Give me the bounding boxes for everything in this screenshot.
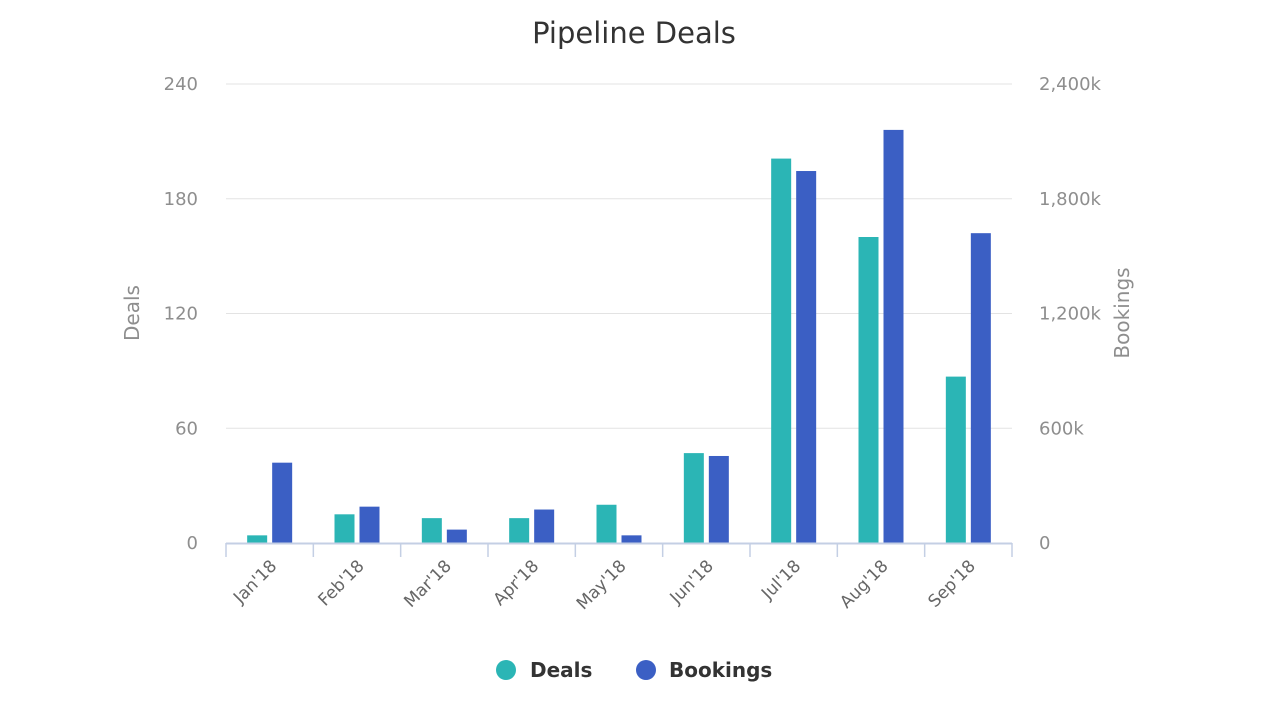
x-axis xyxy=(225,542,1013,557)
bar-bookings-4[interactable] xyxy=(621,535,642,543)
x-tick-label: Apr'18 xyxy=(490,556,544,610)
x-tick-label: Jan'18 xyxy=(229,556,281,608)
x-tick-label: Mar'18 xyxy=(400,556,455,611)
left-tick-label: 240 xyxy=(164,74,198,95)
right-tick-label: 600k xyxy=(1039,418,1084,439)
bar-bookings-6[interactable] xyxy=(796,171,817,544)
x-tick-label: Jul'18 xyxy=(757,556,805,604)
bar-deals-2[interactable] xyxy=(421,518,442,543)
legend-deals-label: Deals xyxy=(530,658,592,682)
bar-bookings-1[interactable] xyxy=(359,506,380,543)
gridlines xyxy=(226,83,1012,429)
bar-bookings-2[interactable] xyxy=(446,529,467,543)
right-tick-label: 2,400k xyxy=(1039,74,1102,95)
bar-bookings-7[interactable] xyxy=(883,129,904,543)
right-tick-label: 1,200k xyxy=(1039,304,1102,325)
left-tick-label: 120 xyxy=(164,304,198,325)
x-tick-label: Sep'18 xyxy=(924,556,979,611)
left-tick-label: 180 xyxy=(164,189,198,210)
x-tick-label: Jun'18 xyxy=(666,556,718,608)
bar-deals-8[interactable] xyxy=(945,376,966,543)
x-tick-label: Feb'18 xyxy=(315,556,369,610)
bar-bookings-5[interactable] xyxy=(708,455,729,543)
bar-deals-5[interactable] xyxy=(683,453,704,543)
right-axis-title: Bookings xyxy=(1110,267,1134,358)
legend-bookings-marker xyxy=(636,660,656,680)
bar-bookings-0[interactable] xyxy=(272,462,293,543)
chart-title: Pipeline Deals xyxy=(532,16,736,50)
left-tick-label: 0 xyxy=(187,533,198,554)
bar-deals-3[interactable] xyxy=(509,518,530,543)
bars xyxy=(247,129,991,544)
left-axis-ticks: 0 60 120 180 240 xyxy=(164,74,198,554)
legend: Deals Bookings xyxy=(496,658,772,682)
x-tick-label: Aug'18 xyxy=(836,556,892,612)
bar-deals-0[interactable] xyxy=(247,535,268,543)
bar-deals-4[interactable] xyxy=(596,504,617,543)
bar-deals-6[interactable] xyxy=(771,158,792,543)
legend-item-bookings[interactable]: Bookings xyxy=(636,658,772,682)
bar-bookings-3[interactable] xyxy=(534,509,555,543)
right-tick-label: 0 xyxy=(1039,533,1050,554)
bar-deals-7[interactable] xyxy=(858,237,879,543)
legend-item-deals[interactable]: Deals xyxy=(496,658,592,682)
bar-deals-1[interactable] xyxy=(334,514,355,543)
legend-bookings-label: Bookings xyxy=(669,658,772,682)
legend-deals-marker xyxy=(496,660,516,680)
right-axis-ticks: 0 600k 1,200k 1,800k 2,400k xyxy=(1039,74,1102,554)
right-tick-label: 1,800k xyxy=(1039,189,1102,210)
left-tick-label: 60 xyxy=(175,418,198,439)
x-tick-label: May'18 xyxy=(573,556,631,614)
bar-bookings-8[interactable] xyxy=(970,233,991,544)
x-axis-ticks: Jan'18 Feb'18 Mar'18 Apr'18 May'18 Jun'18 Jul'… xyxy=(229,556,980,614)
left-axis-title: Deals xyxy=(120,285,144,341)
